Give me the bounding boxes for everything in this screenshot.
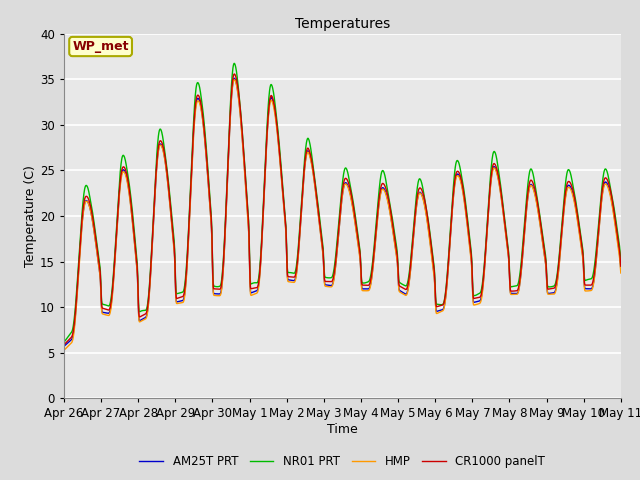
AM25T PRT: [230, 75, 238, 81]
AM25T PRT: [60, 343, 68, 349]
NR01 PRT: [568, 176, 575, 182]
AM25T PRT: [359, 286, 367, 292]
CR1000 panelT: [230, 71, 238, 77]
NR01 PRT: [359, 280, 367, 286]
NR01 PRT: [617, 259, 625, 265]
Line: CR1000 panelT: CR1000 panelT: [64, 74, 621, 344]
AM25T PRT: [504, 252, 512, 258]
HMP: [359, 288, 367, 294]
Title: Temperatures: Temperatures: [295, 17, 390, 31]
Text: WP_met: WP_met: [72, 40, 129, 53]
HMP: [617, 270, 625, 276]
HMP: [584, 288, 591, 294]
HMP: [230, 77, 238, 83]
AM25T PRT: [568, 187, 575, 193]
AM25T PRT: [371, 245, 379, 251]
HMP: [371, 246, 379, 252]
NR01 PRT: [504, 247, 512, 252]
NR01 PRT: [216, 284, 223, 289]
CR1000 panelT: [60, 341, 68, 347]
Legend: AM25T PRT, NR01 PRT, HMP, CR1000 panelT: AM25T PRT, NR01 PRT, HMP, CR1000 panelT: [135, 450, 550, 473]
HMP: [60, 347, 68, 353]
CR1000 panelT: [568, 183, 575, 189]
CR1000 panelT: [371, 241, 379, 247]
Line: AM25T PRT: AM25T PRT: [64, 78, 621, 346]
CR1000 panelT: [504, 250, 512, 255]
AM25T PRT: [216, 291, 223, 297]
CR1000 panelT: [216, 286, 223, 292]
X-axis label: Time: Time: [327, 423, 358, 436]
NR01 PRT: [60, 339, 68, 345]
AM25T PRT: [617, 267, 625, 273]
NR01 PRT: [230, 60, 238, 66]
CR1000 panelT: [584, 282, 591, 288]
Line: NR01 PRT: NR01 PRT: [64, 63, 621, 342]
NR01 PRT: [371, 237, 379, 242]
AM25T PRT: [584, 286, 591, 292]
HMP: [568, 189, 575, 195]
CR1000 panelT: [617, 264, 625, 269]
Y-axis label: Temperature (C): Temperature (C): [24, 165, 37, 267]
HMP: [216, 293, 223, 299]
NR01 PRT: [584, 277, 591, 283]
Line: HMP: HMP: [64, 80, 621, 350]
CR1000 panelT: [359, 282, 367, 288]
HMP: [504, 253, 512, 259]
